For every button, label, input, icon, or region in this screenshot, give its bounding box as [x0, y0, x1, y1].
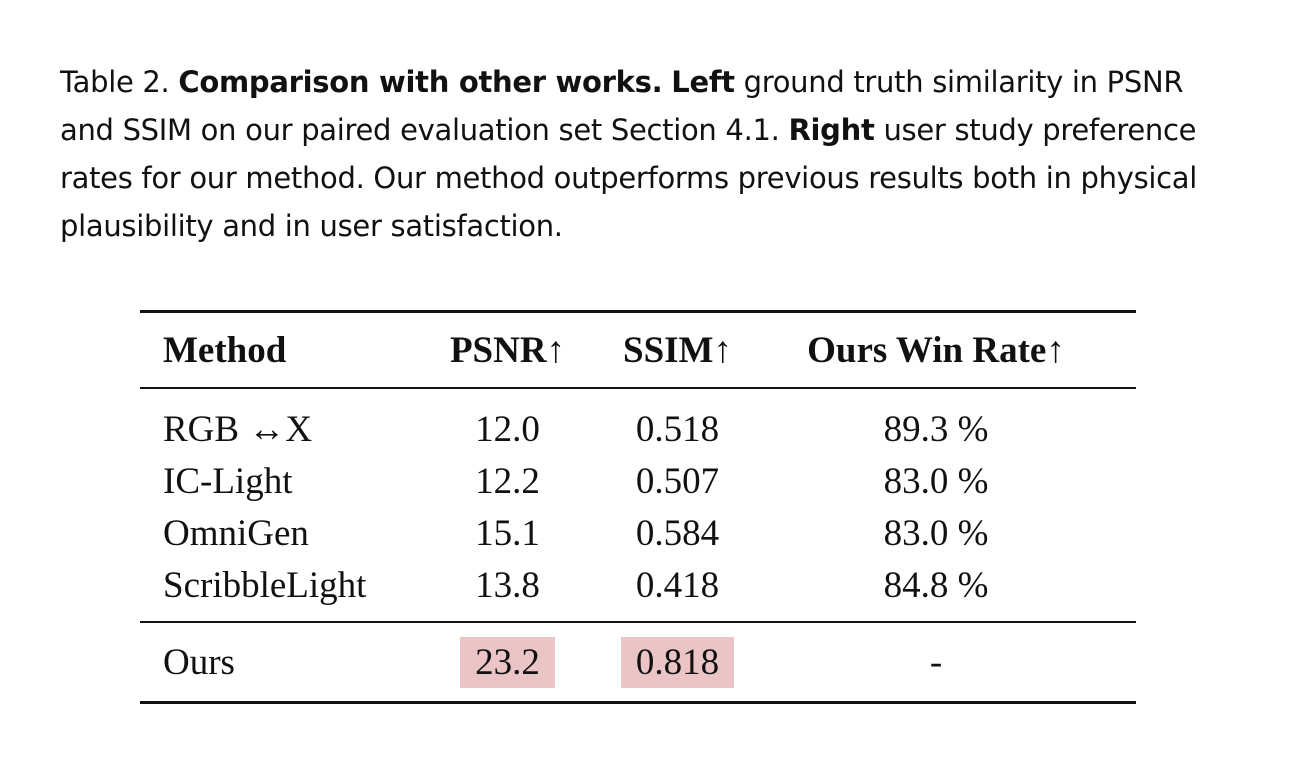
caption-text: ground truth similarity in PSNR and SSIM… [60, 65, 1184, 147]
footer-cell: Ours [140, 621, 440, 704]
header-cell: Ours Win Rate↑ [780, 310, 1136, 389]
caption-text: user study preference rates for our meth… [60, 113, 1198, 243]
header-cell: PSNR↑ [440, 310, 575, 389]
header-row: Method PSNR↑ SSIM↑ Ours Win Rate↑ [140, 310, 1136, 389]
table-cell: RGB ↔X [163, 408, 313, 450]
highlighted-value: 23.2 [460, 636, 555, 688]
footer-cell: - [780, 621, 1136, 704]
table-cell: IC-Light [163, 460, 293, 502]
table-cell: 84.8 % [883, 564, 989, 606]
caption-text: Left [671, 65, 735, 99]
table-cell: 83.0 % [883, 512, 989, 554]
table-cell: 0.584 [635, 512, 720, 554]
caption-text: Comparison with other works. [178, 65, 663, 99]
table-cell: 0.418 [635, 564, 720, 606]
header-cell: SSIM↑ [575, 310, 780, 389]
highlighted-value: 0.818 [620, 636, 735, 688]
footer-row: Ours 23.2 0.818- [140, 621, 1136, 704]
table-cell: 12.0 [475, 408, 540, 450]
caption-text: Right [788, 113, 875, 147]
footer-cell: 0.818 [575, 621, 780, 704]
caption-label: Table 2. [60, 65, 170, 99]
table-cell: 89.3 % [883, 408, 989, 450]
table-cell: 13.8 [475, 564, 540, 606]
caption: Table 2. Comparison with other works. Le… [60, 58, 1240, 250]
table: Method PSNR↑ SSIM↑ Ours Win Rate↑ RGB ↔X 12.… [140, 310, 1136, 704]
table-row: IC-Light 12.2 0.507 83.0 % [140, 455, 1136, 507]
table-row: OmniGen 15.1 0.584 83.0 % [140, 507, 1136, 559]
header-cell: Method [140, 310, 440, 389]
table-row: ScribbleLight 13.8 0.418 84.8 % [140, 559, 1136, 622]
table-cell: OmniGen [163, 512, 309, 554]
table-cell: 0.518 [635, 408, 720, 450]
table-row: RGB ↔X 12.0 0.518 89.3 % [140, 388, 1136, 455]
table-cell: 83.0 % [883, 460, 989, 502]
footer-cell: 23.2 [440, 621, 575, 704]
table-cell: 0.507 [635, 460, 720, 502]
table-cell: ScribbleLight [163, 564, 367, 606]
table-cell: 12.2 [475, 460, 540, 502]
table-cell: 15.1 [475, 512, 540, 554]
